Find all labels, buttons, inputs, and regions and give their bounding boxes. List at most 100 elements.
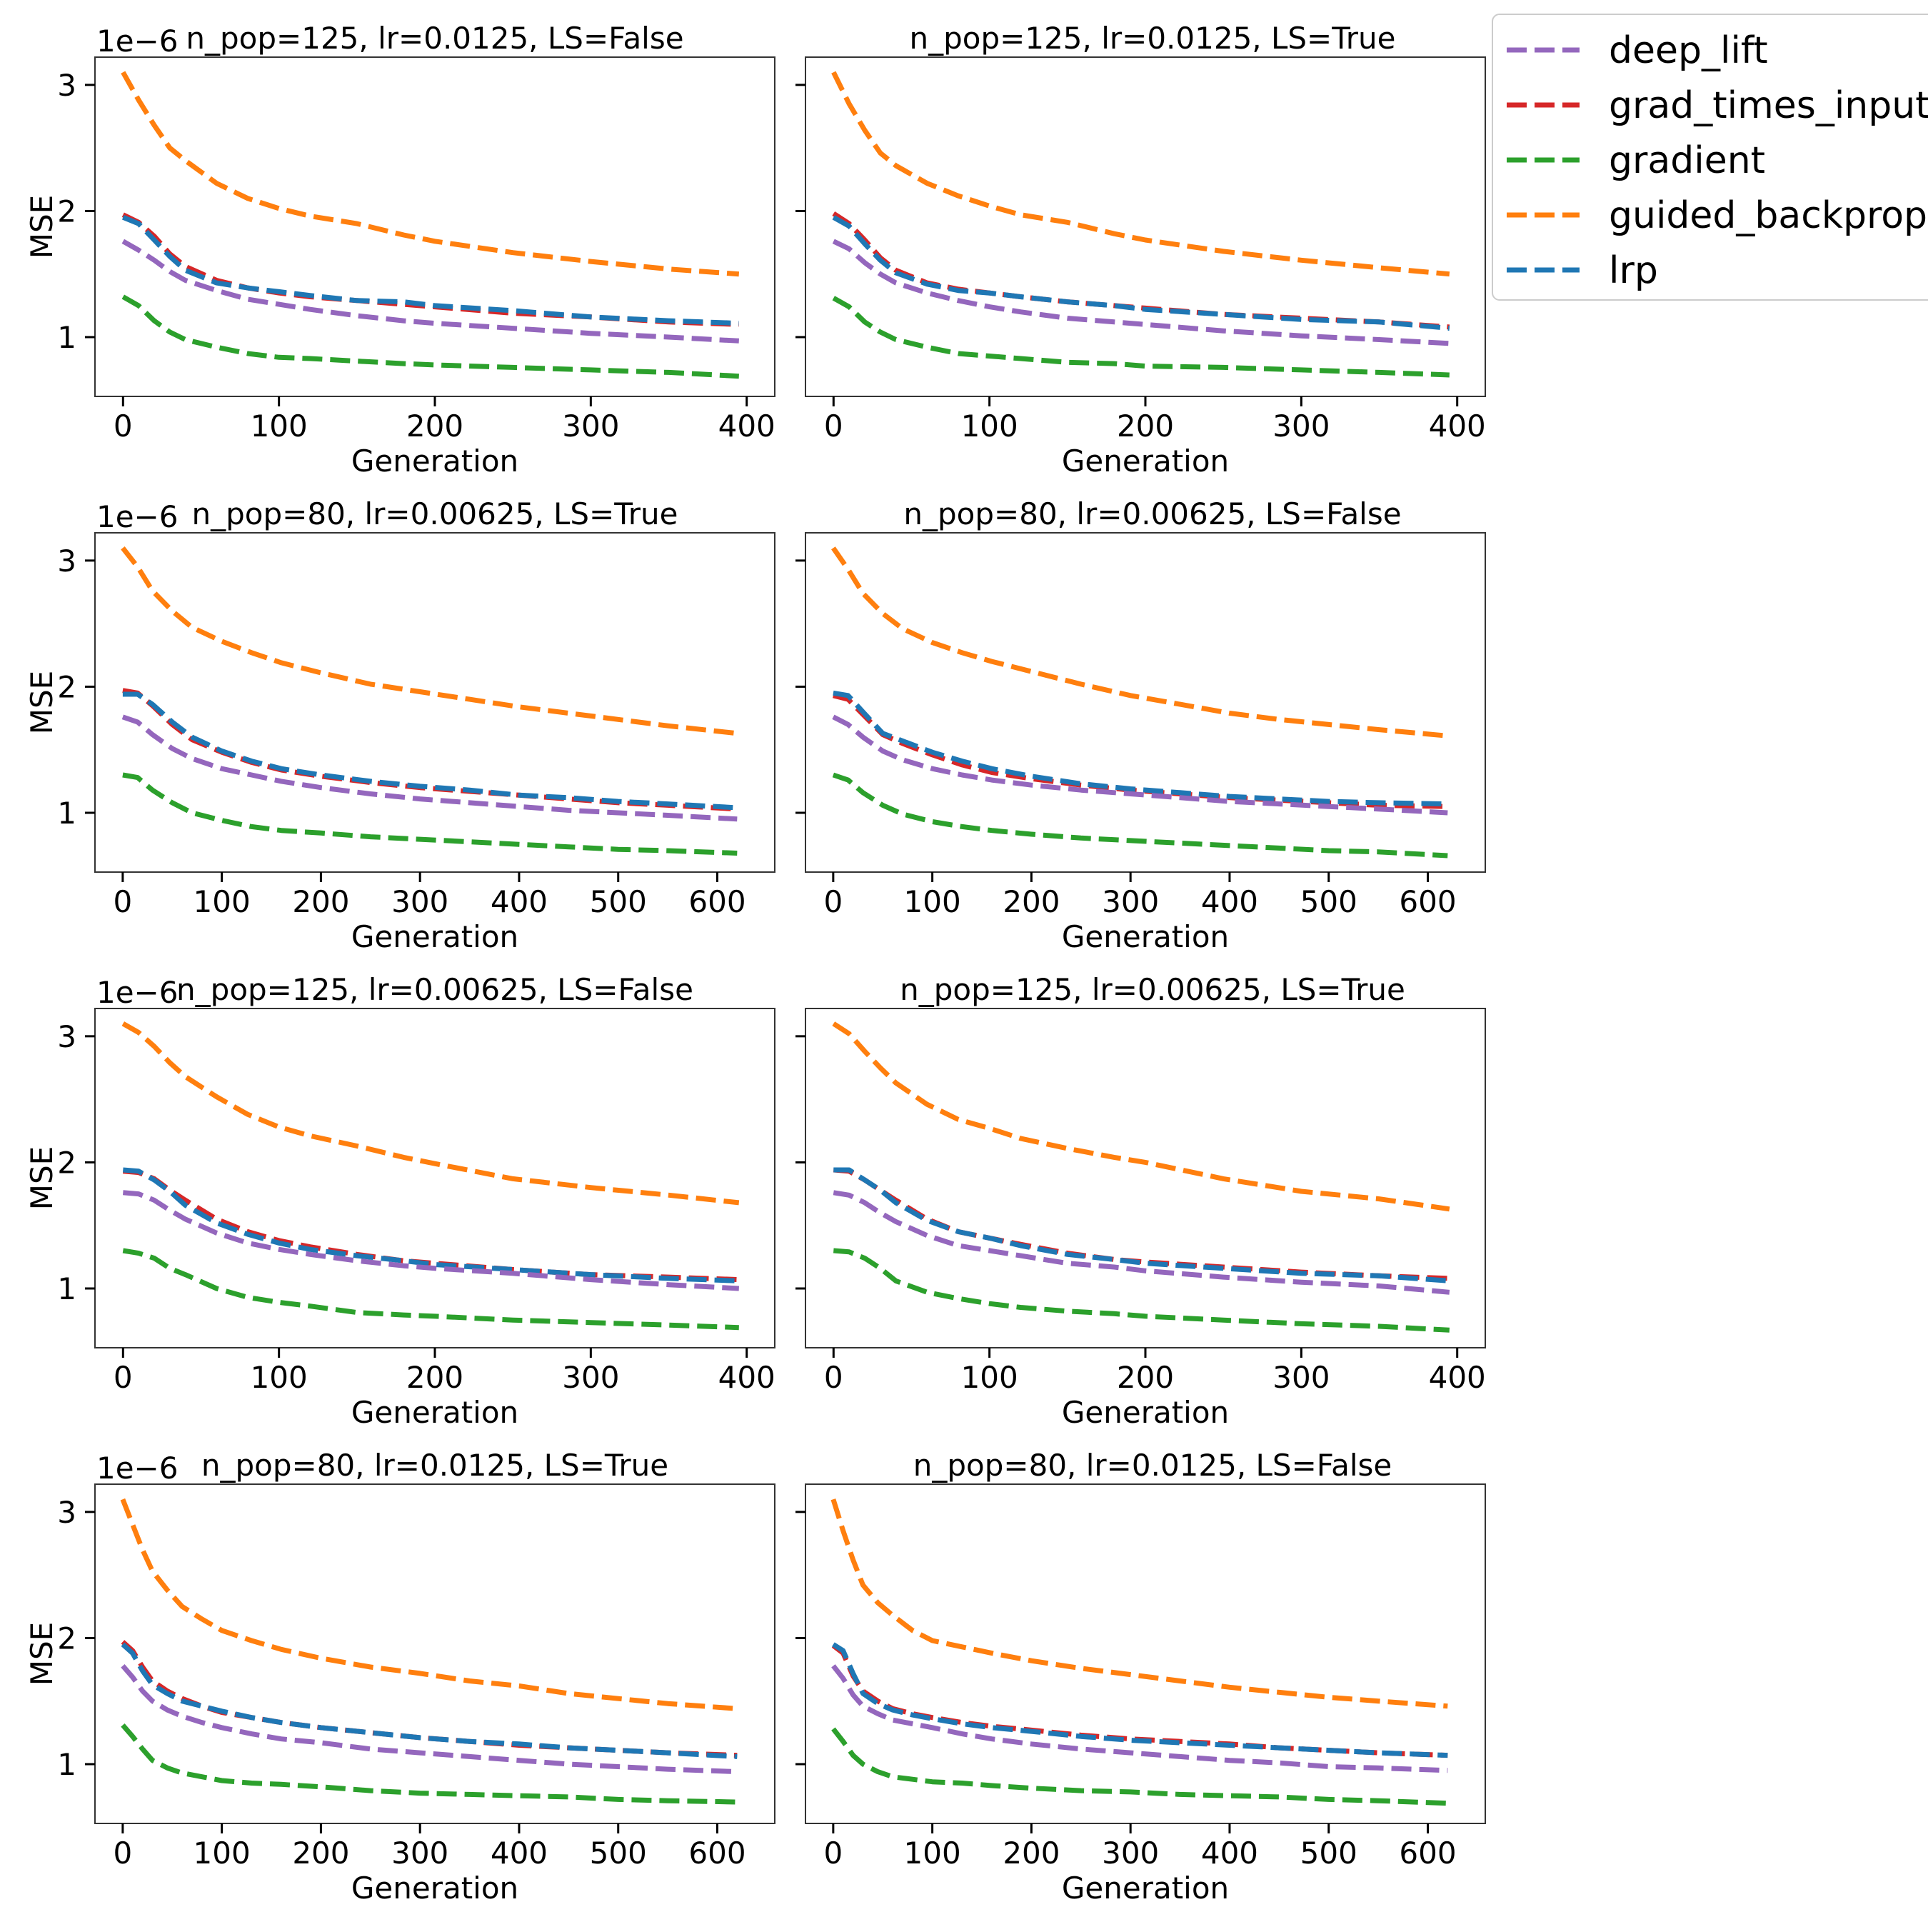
y-tick-label: 2 bbox=[57, 194, 76, 229]
plot-frame bbox=[805, 532, 1486, 873]
x-tick-label: 400 bbox=[718, 1360, 775, 1395]
x-tick-label: 0 bbox=[824, 409, 843, 444]
x-tick-label: 500 bbox=[590, 884, 647, 919]
y-offset-label: 1e−6 bbox=[96, 1451, 178, 1486]
x-tick-label: 200 bbox=[292, 884, 349, 919]
panel-6: n_pop=125, lr=0.00625, LS=True 0 100 200 300… bbox=[795, 972, 1486, 1430]
panel-title: n_pop=125, lr=0.0125, LS=False bbox=[186, 21, 683, 56]
series-line-gradient bbox=[122, 772, 738, 856]
x-tick-label: 300 bbox=[1272, 1360, 1330, 1395]
x-tick-label: 100 bbox=[961, 409, 1018, 444]
series-line-guided_backprop bbox=[832, 1021, 1450, 1212]
panel-title: n_pop=125, lr=0.00625, LS=False bbox=[176, 972, 693, 1007]
x-tick-label: 300 bbox=[562, 1360, 619, 1395]
x-tick-label: 100 bbox=[194, 884, 251, 919]
y-axis-title: MSE bbox=[24, 195, 59, 259]
y-offset-label: 1e−6 bbox=[96, 499, 178, 534]
series-line-grad_times_input bbox=[121, 212, 739, 327]
series-line-deep_lift bbox=[832, 239, 1450, 346]
series-line-lrp bbox=[121, 215, 739, 326]
series-line-lrp bbox=[121, 1642, 738, 1759]
panel-2: n_pop=125, lr=0.0125, LS=True 0 100 200 300 4… bbox=[795, 21, 1486, 479]
x-axis-title: Generation bbox=[351, 919, 518, 954]
panel-5: n_pop=125, lr=0.00625, LS=False 0 100 200 30… bbox=[24, 972, 775, 1430]
series-lines bbox=[831, 546, 1448, 859]
series-line-deep_lift bbox=[831, 1664, 1448, 1773]
series-line-lrp bbox=[832, 1642, 1448, 1758]
legend-label-guided_backprop: guided_backprop bbox=[1609, 194, 1927, 237]
panel-title: n_pop=80, lr=0.0125, LS=True bbox=[201, 1448, 668, 1483]
series-line-guided_backprop bbox=[830, 1498, 1448, 1709]
plot-frame bbox=[805, 1483, 1486, 1824]
panel-4: n_pop=80, lr=0.00625, LS=False 0 100 200 300… bbox=[795, 496, 1486, 954]
y-tick-label: 1 bbox=[57, 1747, 76, 1782]
series-line-gradient bbox=[121, 1723, 738, 1805]
series-lines bbox=[121, 71, 740, 379]
panel-title: n_pop=80, lr=0.00625, LS=False bbox=[903, 496, 1401, 531]
x-tick-label: 600 bbox=[1399, 884, 1456, 919]
panel-title: n_pop=125, lr=0.00625, LS=True bbox=[900, 972, 1405, 1007]
series-line-deep_lift bbox=[121, 1664, 738, 1775]
y-axis-title: MSE bbox=[24, 671, 59, 734]
series-line-lrp bbox=[832, 215, 1450, 331]
series-line-lrp bbox=[123, 1167, 739, 1283]
x-tick-label: 400 bbox=[1429, 1360, 1486, 1395]
series-line-guided_backprop bbox=[121, 546, 738, 736]
plot-frame bbox=[94, 56, 775, 397]
x-tick-label: 200 bbox=[1003, 884, 1060, 919]
x-tick-label: 600 bbox=[688, 884, 745, 919]
series-line-grad_times_input bbox=[122, 688, 738, 812]
series-line-deep_lift bbox=[121, 239, 739, 344]
y-offset-label: 1e−6 bbox=[96, 24, 178, 59]
x-tick-label: 100 bbox=[194, 1836, 251, 1871]
x-tick-label: 0 bbox=[113, 1836, 132, 1871]
series-line-gradient bbox=[831, 1727, 1448, 1806]
panel-title: n_pop=80, lr=0.00625, LS=True bbox=[192, 496, 678, 531]
series-lines bbox=[120, 1498, 738, 1805]
x-tick-label: 300 bbox=[1102, 884, 1159, 919]
legend-label-gradient: gradient bbox=[1609, 139, 1765, 182]
panel-title: n_pop=80, lr=0.0125, LS=False bbox=[913, 1448, 1392, 1483]
y-axis-title: MSE bbox=[24, 1622, 59, 1686]
x-tick-label: 0 bbox=[823, 1836, 843, 1871]
y-tick-label: 3 bbox=[57, 68, 76, 103]
y-tick-label: 3 bbox=[57, 1495, 76, 1530]
series-line-deep_lift bbox=[121, 714, 738, 822]
x-tick-label: 200 bbox=[292, 1836, 349, 1871]
series-line-lrp bbox=[833, 690, 1448, 807]
y-tick-label: 3 bbox=[57, 1019, 76, 1054]
legend-label-grad_times_input: grad_times_input bbox=[1609, 84, 1928, 127]
series-line-guided_backprop bbox=[831, 71, 1450, 277]
y-tick-label: 1 bbox=[57, 320, 76, 355]
y-axis-title: MSE bbox=[24, 1146, 59, 1210]
series-line-gradient bbox=[122, 1248, 739, 1331]
panel-7: n_pop=80, lr=0.0125, LS=True 0 100 200 300 40… bbox=[24, 1448, 775, 1906]
series-lines bbox=[121, 546, 738, 856]
x-tick-label: 300 bbox=[562, 409, 619, 444]
x-tick-label: 300 bbox=[391, 1836, 448, 1871]
x-tick-label: 300 bbox=[391, 884, 448, 919]
x-tick-label: 600 bbox=[688, 1836, 745, 1871]
series-line-grad_times_input bbox=[832, 211, 1450, 330]
x-tick-label: 100 bbox=[251, 409, 308, 444]
x-tick-label: 500 bbox=[1300, 884, 1357, 919]
x-tick-label: 400 bbox=[491, 1836, 548, 1871]
panel-3: n_pop=80, lr=0.00625, LS=True 0 100 200 300 4… bbox=[24, 496, 775, 954]
y-tick-label: 1 bbox=[57, 1271, 76, 1306]
x-tick-label: 100 bbox=[961, 1360, 1018, 1395]
x-tick-label: 200 bbox=[406, 1360, 463, 1395]
x-tick-label: 600 bbox=[1399, 1836, 1456, 1871]
x-tick-label: 200 bbox=[1117, 409, 1174, 444]
x-tick-label: 100 bbox=[904, 1836, 961, 1871]
series-line-grad_times_input bbox=[123, 1168, 739, 1283]
x-axis-title: Generation bbox=[1062, 444, 1229, 479]
x-tick-label: 0 bbox=[114, 1360, 133, 1395]
series-line-deep_lift bbox=[833, 1190, 1450, 1295]
plot-frame bbox=[94, 1483, 775, 1824]
legend-box bbox=[1492, 14, 1928, 301]
panel-title: n_pop=125, lr=0.0125, LS=True bbox=[910, 21, 1396, 56]
x-axis-title: Generation bbox=[351, 1871, 518, 1906]
series-line-guided_backprop bbox=[121, 71, 740, 277]
x-tick-label: 200 bbox=[1003, 1836, 1060, 1871]
